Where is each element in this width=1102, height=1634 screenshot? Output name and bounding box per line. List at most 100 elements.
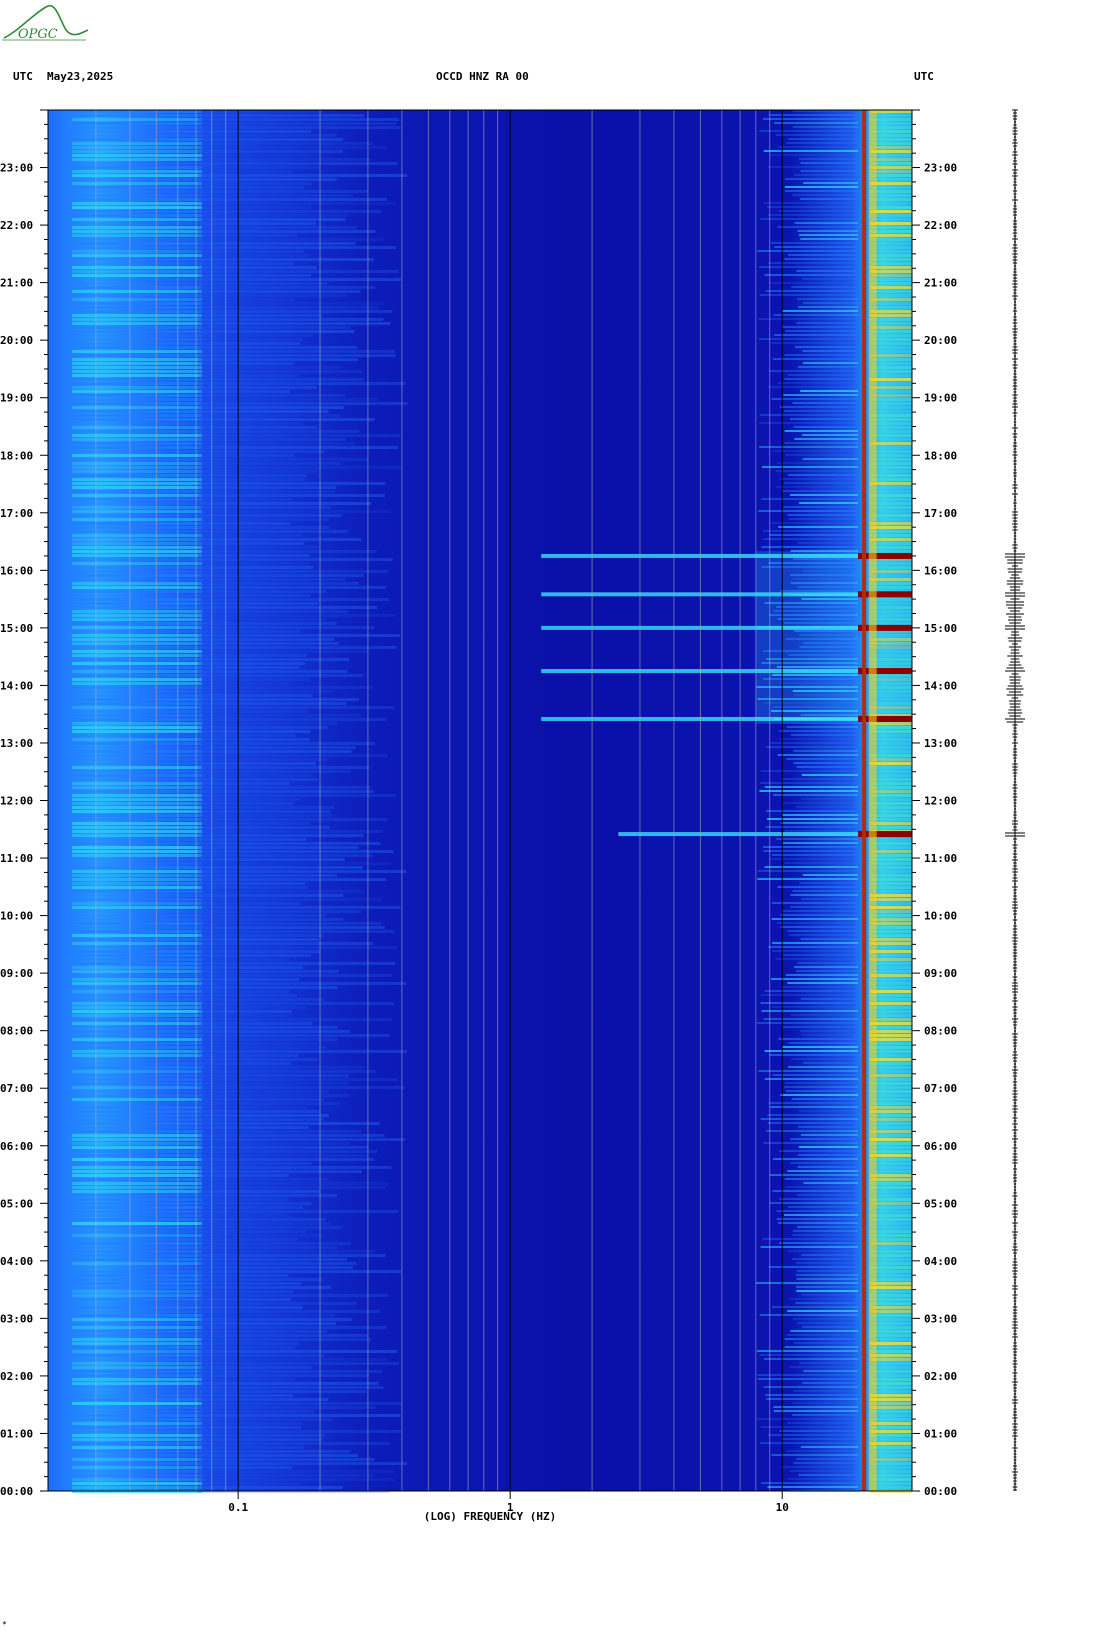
texture-streak-mid — [198, 146, 387, 149]
texture-streak-mid — [198, 794, 397, 797]
texture-streak-mid — [198, 222, 317, 225]
texture-streak-top — [869, 450, 912, 453]
texture-streak-top — [869, 674, 912, 677]
texture-streak-top — [869, 662, 912, 665]
texture-streak-high — [765, 746, 859, 748]
texture-streak-mid — [198, 450, 325, 453]
texture-streak-mid — [198, 1398, 329, 1401]
texture-streak-high — [790, 1330, 859, 1332]
texture-streak-high — [786, 1450, 859, 1452]
texture-streak-high — [786, 1186, 859, 1188]
texture-streak-high — [794, 630, 859, 632]
texture-streak-low — [72, 1066, 202, 1069]
texture-streak-mid — [198, 462, 341, 465]
texture-streak-mid — [198, 586, 387, 589]
texture-streak-top — [869, 682, 912, 685]
texture-streak-mid — [198, 842, 381, 845]
texture-streak-high — [767, 206, 859, 208]
texture-streak-low — [72, 974, 202, 977]
texture-streak-top — [869, 1342, 912, 1345]
texture-streak-top — [869, 658, 912, 661]
texture-streak-mid — [198, 654, 307, 657]
texture-streak-high — [768, 1102, 859, 1104]
texture-streak-low — [72, 1082, 202, 1085]
texture-streak-mid — [198, 426, 318, 429]
texture-streak-low — [72, 142, 202, 145]
texture-streak-high — [759, 1354, 859, 1356]
texture-streak-mid — [198, 1370, 382, 1373]
texture-streak-low — [72, 1042, 202, 1045]
texture-streak-top — [869, 1030, 912, 1033]
texture-streak-top — [869, 414, 912, 417]
texture-streak-mid — [198, 1390, 367, 1393]
texture-streak-mid — [198, 242, 356, 245]
texture-streak-low — [72, 398, 202, 401]
texture-streak-top — [869, 1262, 912, 1265]
texture-streak-low — [72, 350, 202, 353]
texture-streak-high — [796, 322, 859, 324]
texture-streak-top — [869, 170, 912, 173]
texture-streak-top — [869, 1306, 912, 1309]
texture-streak-high — [756, 1350, 859, 1352]
x-axis: 0.1 1 10 — [228, 1491, 789, 1514]
texture-streak-low — [72, 1150, 202, 1153]
texture-streak-high — [785, 330, 859, 332]
texture-streak-top — [869, 434, 912, 437]
texture-streak-mid — [198, 610, 348, 613]
texture-streak-top — [869, 622, 912, 625]
texture-streak-top — [869, 1042, 912, 1045]
texture-streak-mid — [198, 870, 407, 873]
texture-streak-mid — [198, 1382, 379, 1385]
texture-streak-low — [72, 618, 202, 621]
texture-streak-mid — [198, 446, 398, 449]
texture-streak-high — [785, 1090, 859, 1092]
texture-streak-mid — [198, 1166, 392, 1169]
texture-streak-high — [779, 730, 859, 732]
texture-streak-high — [803, 642, 859, 644]
y-tick-label-left: 19:00 — [0, 392, 33, 405]
texture-streak-mid — [198, 666, 300, 669]
texture-streak-top — [869, 178, 912, 181]
texture-streak-high — [793, 762, 859, 764]
texture-streak-top — [869, 166, 912, 169]
texture-streak-low — [72, 642, 202, 645]
texture-streak-low — [72, 1362, 202, 1365]
texture-streak-high — [802, 434, 859, 436]
texture-streak-low — [72, 858, 202, 861]
texture-streak-mid — [198, 510, 391, 513]
texture-streak-low — [72, 426, 202, 429]
texture-streak-mid — [198, 950, 321, 953]
texture-streak-high — [797, 962, 859, 964]
texture-streak-top — [869, 1018, 912, 1021]
texture-streak-top — [869, 1450, 912, 1453]
texture-streak-low — [72, 1342, 202, 1345]
texture-streak-high — [771, 918, 859, 920]
texture-streak-high — [787, 514, 859, 516]
texture-streak-low — [72, 810, 202, 813]
texture-streak-high — [791, 734, 859, 736]
texture-streak-high — [781, 1466, 859, 1468]
texture-streak-mid — [198, 486, 337, 489]
texture-streak-high — [769, 1054, 859, 1056]
texture-streak-low — [72, 898, 202, 901]
texture-streak-mid — [198, 1190, 320, 1193]
texture-streak-mid — [198, 502, 371, 505]
texture-streak-top — [869, 198, 912, 201]
texture-streak-low — [72, 622, 202, 625]
texture-streak-mid — [198, 186, 305, 189]
texture-streak-top — [869, 1238, 912, 1241]
y-tick-label-right: 01:00 — [924, 1427, 957, 1440]
texture-streak-mid — [198, 1458, 375, 1461]
texture-streak-low — [72, 522, 202, 525]
texture-streak-high — [788, 654, 859, 656]
texture-streak-low — [72, 290, 202, 293]
texture-streak-mid — [198, 822, 310, 825]
texture-streak-high — [777, 382, 859, 384]
texture-streak-mid — [198, 1346, 296, 1349]
texture-streak-high — [758, 510, 859, 512]
texture-streak-top — [869, 1298, 912, 1301]
texture-streak-top — [869, 1142, 912, 1145]
texture-streak-mid — [198, 1030, 350, 1033]
texture-streak-mid — [198, 454, 295, 457]
texture-streak-top — [869, 906, 912, 909]
